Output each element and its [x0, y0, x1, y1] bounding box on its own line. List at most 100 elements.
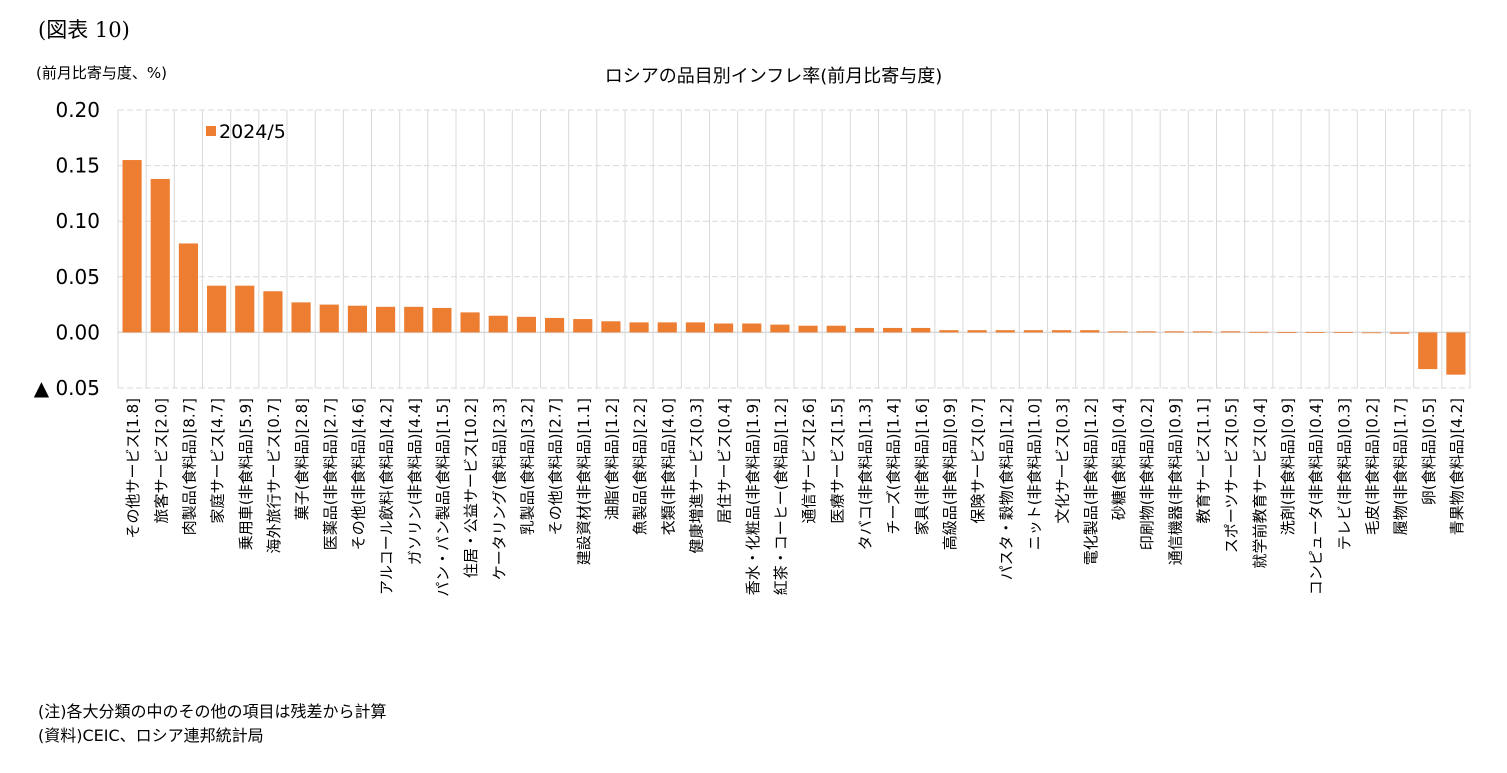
x-category-label: スポーツサービス[0.5] — [1223, 398, 1241, 553]
y-axis-unit-label: (前月比寄与度、%) — [36, 64, 167, 82]
grid — [117, 109, 1471, 389]
x-category-label: 魚製品(食料品)[2.2] — [631, 398, 649, 535]
x-category-label: 乳製品(食料品)[3.2] — [518, 398, 536, 535]
y-tick-label: 0.15 — [55, 154, 100, 178]
x-category-label: 住居・公益サービス[10.2] — [462, 398, 480, 578]
note-calculation: (注)各大分類の中のその他の項目は残差から計算 — [38, 702, 387, 721]
x-category-label: 就学前教育サービス[0.4] — [1251, 398, 1269, 569]
x-category-label: 通信サービス[2.6] — [800, 398, 818, 524]
x-axis-categories: その他サービス[1.8] 旅客サービス[2.0] 肉製品(食料品)[8.7] 家庭サー… — [124, 398, 1466, 597]
x-category-label: 医薬品(非食料品)[2.7] — [321, 398, 339, 550]
bar — [1108, 331, 1128, 333]
x-category-label: 洗剤(非食料品)[0.9] — [1279, 398, 1297, 535]
bar — [601, 321, 621, 333]
x-category-label: 衣類(非食料品)[4.0] — [659, 398, 677, 535]
x-category-label: 医療サービス[1.5] — [828, 398, 846, 524]
x-category-label: 砂糖(食料品)[0.4] — [1110, 398, 1128, 520]
bar — [685, 322, 705, 333]
x-category-label: 家庭サービス[4.7] — [209, 398, 227, 524]
bar — [545, 317, 565, 333]
bar — [207, 285, 227, 333]
x-category-label: 旅客サービス[2.0] — [152, 398, 170, 524]
x-category-label: パスタ・穀物(食料品)[1.2] — [997, 398, 1015, 580]
x-category-label: 紅茶・コーヒー(食料品)[1.2] — [772, 398, 790, 595]
x-category-label: 肉製品(食料品)[8.7] — [180, 398, 198, 535]
bars — [122, 160, 1466, 375]
legend: 2024/5 — [206, 121, 286, 143]
x-category-label: ガソリン(非食料品)[4.4] — [406, 398, 424, 565]
x-category-label: その他(食料品)[2.7] — [547, 398, 565, 535]
bar — [939, 330, 959, 333]
y-axis-ticks: 0.20 0.15 0.10 0.05 0.00 ▲ 0.05 — [34, 98, 100, 400]
bar — [1221, 331, 1241, 333]
y-tick-label: 0.00 — [55, 320, 100, 344]
x-category-label: 油脂(食料品)[1.2] — [603, 398, 621, 520]
x-category-label: タバコ(非食料品)[1.3] — [856, 398, 874, 550]
x-category-label: 建設資材(非食料品)[1.1] — [575, 398, 593, 565]
bar — [1164, 331, 1184, 333]
bar — [347, 305, 367, 333]
bar — [1446, 332, 1466, 375]
bar — [1390, 332, 1410, 334]
bar — [573, 319, 593, 333]
y-tick-label: 0.10 — [55, 209, 100, 233]
bar — [1418, 332, 1438, 370]
figure-label: (図表 10) — [38, 18, 130, 42]
bar — [263, 291, 283, 333]
bar — [122, 160, 142, 333]
bar — [1333, 332, 1353, 333]
x-category-label: チーズ(食料品)[1.4] — [885, 398, 903, 535]
bar — [488, 315, 508, 333]
bar — [404, 306, 424, 333]
x-category-label: 青果物(食料品)[4.2] — [1448, 398, 1466, 535]
x-category-label: ケータリング(食料品)[2.3] — [490, 398, 508, 580]
bar — [854, 327, 874, 333]
x-category-label: 卵(食料品)[0.5] — [1420, 398, 1438, 505]
bar — [516, 316, 536, 333]
bar — [826, 325, 846, 333]
bar — [1361, 332, 1381, 334]
chart-title: ロシアの品目別インフレ率(前月比寄与度) — [604, 66, 943, 87]
x-category-label: 電化製品(非食料品)[1.2] — [1082, 398, 1100, 565]
bar — [1305, 332, 1325, 333]
bar — [883, 327, 903, 333]
x-category-label: 居住サービス[0.4] — [716, 398, 734, 524]
y-tick-label: ▲ 0.05 — [34, 376, 100, 400]
bar — [1249, 331, 1269, 333]
x-category-label: 高級品(非食料品)[0.9] — [941, 398, 959, 550]
x-category-label: 毛皮(非食料品)[0.2] — [1363, 398, 1381, 535]
bar — [291, 302, 311, 333]
x-category-label: 保険サービス[0.7] — [969, 398, 987, 524]
bar — [460, 312, 480, 333]
x-category-label: パン・パン製品(食料品)[1.5] — [434, 398, 452, 597]
x-category-label: ニット(非食料品)[1.0] — [1025, 398, 1043, 550]
note-source: (資料)CEIC、ロシア連邦統計局 — [38, 726, 264, 745]
legend-label: 2024/5 — [219, 121, 286, 143]
bar-chart: 0.20 0.15 0.10 0.05 0.00 ▲ 0.05 その他サービス[1.8] 旅… — [34, 98, 1471, 597]
bar — [432, 307, 452, 333]
bar — [911, 327, 931, 333]
x-category-label: 文化サービス[0.3] — [1054, 398, 1072, 524]
bar — [714, 323, 734, 333]
y-tick-label: 0.20 — [55, 98, 100, 122]
bar — [178, 243, 198, 333]
x-category-label: アルコール飲料(食料品)[4.2] — [378, 398, 396, 595]
x-category-label: 健康増進サービス[0.3] — [687, 398, 705, 554]
x-category-label: 印刷物(非食料品)[0.2] — [1138, 398, 1156, 550]
y-tick-label: 0.05 — [55, 265, 100, 289]
bar — [995, 330, 1015, 333]
bar — [742, 323, 762, 333]
bar — [629, 322, 649, 333]
bar — [150, 178, 170, 333]
x-category-label: その他(非食料品)[4.6] — [349, 398, 367, 550]
bar — [967, 330, 987, 333]
x-category-label: その他サービス[1.8] — [124, 398, 142, 539]
x-category-label: 通信機器(非食料品)[0.9] — [1166, 398, 1184, 565]
bar — [798, 325, 818, 333]
x-category-label: テレビ(非食料品)[0.3] — [1335, 398, 1353, 550]
x-category-label: 教育サービス[1.1] — [1194, 398, 1212, 524]
bar — [1052, 330, 1072, 333]
bar — [1277, 332, 1297, 333]
bar — [770, 324, 790, 333]
bar — [1136, 331, 1156, 333]
